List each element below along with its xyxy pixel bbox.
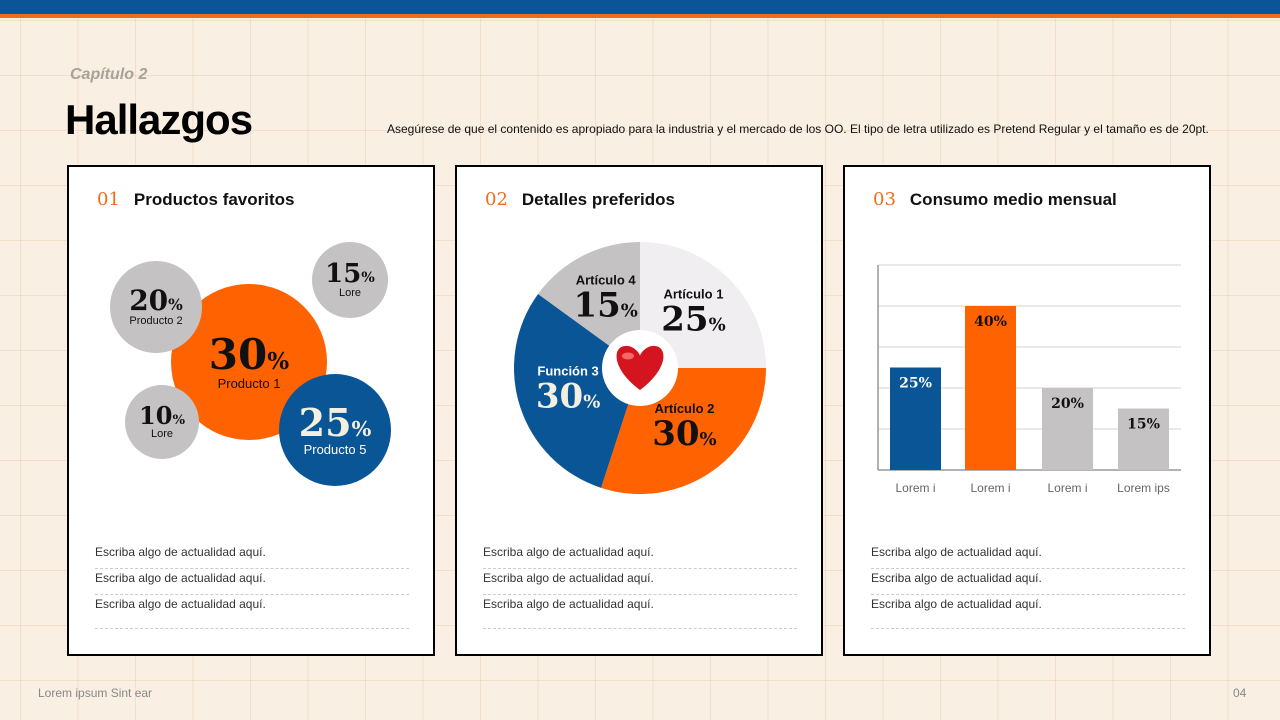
bar xyxy=(965,306,1016,470)
bubble-value: 25% xyxy=(298,399,372,445)
bar xyxy=(1118,408,1169,470)
card-monthly-consumption: 03 Consumo medio mensual 25% Lorem i 40% Lor… xyxy=(843,165,1211,656)
bar xyxy=(890,367,941,470)
pie-slice-label: Función 3 xyxy=(537,363,598,378)
bubble-label: Lore xyxy=(338,287,362,299)
bubble-value: 30% xyxy=(208,329,290,379)
x-tick-label: Lorem i xyxy=(1047,481,1087,495)
page-number: 04 xyxy=(1233,686,1247,700)
pie-slice xyxy=(538,242,640,368)
bubble-5: 25% Producto 5 xyxy=(279,374,391,486)
note-line[interactable]: Escriba algo de actualidad aquí. xyxy=(95,595,409,629)
bar-chart: 25% Lorem i 40% Lorem i 20% Lorem i 15% Lorem i… xyxy=(877,264,1181,495)
card-title: Detalles preferidos xyxy=(521,190,675,209)
pie-slice xyxy=(640,242,766,368)
note-line[interactable]: Escriba algo de actualidad aquí. xyxy=(871,543,1185,569)
note-line[interactable]: Escriba algo de actualidad aquí. xyxy=(483,543,797,569)
bar xyxy=(1042,388,1093,470)
heart-icon xyxy=(616,345,664,390)
bubble-2: 20% Producto 2 xyxy=(110,261,202,353)
card-number: 02 xyxy=(485,189,508,210)
pie-slice-label: Artículo 1 xyxy=(663,287,723,302)
pie-slice-value: 30% xyxy=(652,414,716,454)
x-tick-label: Lorem ips xyxy=(1117,481,1170,495)
top-bar xyxy=(0,0,1280,14)
card-preferred-details: 02 Detalles preferidos Artículo 1 25% Artíc… xyxy=(455,165,823,656)
bubble-4: 10% Lore xyxy=(125,385,199,459)
pie-slice-label: Artículo 2 xyxy=(654,401,714,416)
pie-slice-value: 25% xyxy=(661,300,725,340)
note-line[interactable]: Escriba algo de actualidad aquí. xyxy=(95,569,409,595)
note-line[interactable]: Escriba algo de actualidad aquí. xyxy=(871,595,1185,629)
x-tick-label: Lorem i xyxy=(895,481,935,495)
pie-slice xyxy=(514,293,640,488)
note-line[interactable]: Escriba algo de actualidad aquí. xyxy=(871,569,1185,595)
bubble-label: Lore xyxy=(150,428,174,440)
x-tick-label: Lorem i xyxy=(970,481,1010,495)
pie-slice-label: Artículo 4 xyxy=(576,273,637,288)
footer-text: Lorem ipsum Sint ear xyxy=(38,686,153,700)
card-title: Productos favoritos xyxy=(133,190,295,209)
pie-slice-value: 30% xyxy=(536,376,600,416)
pie-slice-value: 15% xyxy=(573,286,637,326)
bubble-3: 15% Lore xyxy=(312,242,388,318)
bubble-label: Producto 2 xyxy=(129,315,183,327)
pie-chart: Artículo 125%Artículo 230%Función 330%Ar… xyxy=(514,242,766,495)
top-accent-line xyxy=(0,14,1280,18)
card-favorite-products: 01 Productos favoritos 30% Producto 1 20% Pr… xyxy=(67,165,435,656)
bubble-label: Producto 5 xyxy=(303,441,367,457)
bubble-value: 20% xyxy=(129,284,183,317)
card-number: 01 xyxy=(97,189,120,210)
bar-value-label: 15% xyxy=(1127,417,1160,433)
note-line[interactable]: Escriba algo de actualidad aquí. xyxy=(483,569,797,595)
page-description: Asegúrese de que el contenido es apropia… xyxy=(387,122,1209,136)
bubble-label: Producto 1 xyxy=(217,375,281,391)
bar-value-label: 40% xyxy=(974,314,1007,330)
bubble-value: 10% xyxy=(139,401,185,430)
note-line[interactable]: Escriba algo de actualidad aquí. xyxy=(483,595,797,629)
card-title: Consumo medio mensual xyxy=(909,190,1117,209)
page-title: Hallazgos xyxy=(65,96,253,143)
bar-value-label: 25% xyxy=(899,376,932,392)
note-line[interactable]: Escriba algo de actualidad aquí. xyxy=(95,543,409,569)
card-number: 03 xyxy=(873,189,896,210)
chapter-label: Capítulo 2 xyxy=(70,66,148,83)
bubble-value: 15% xyxy=(325,259,375,289)
bar-value-label: 20% xyxy=(1051,396,1084,412)
